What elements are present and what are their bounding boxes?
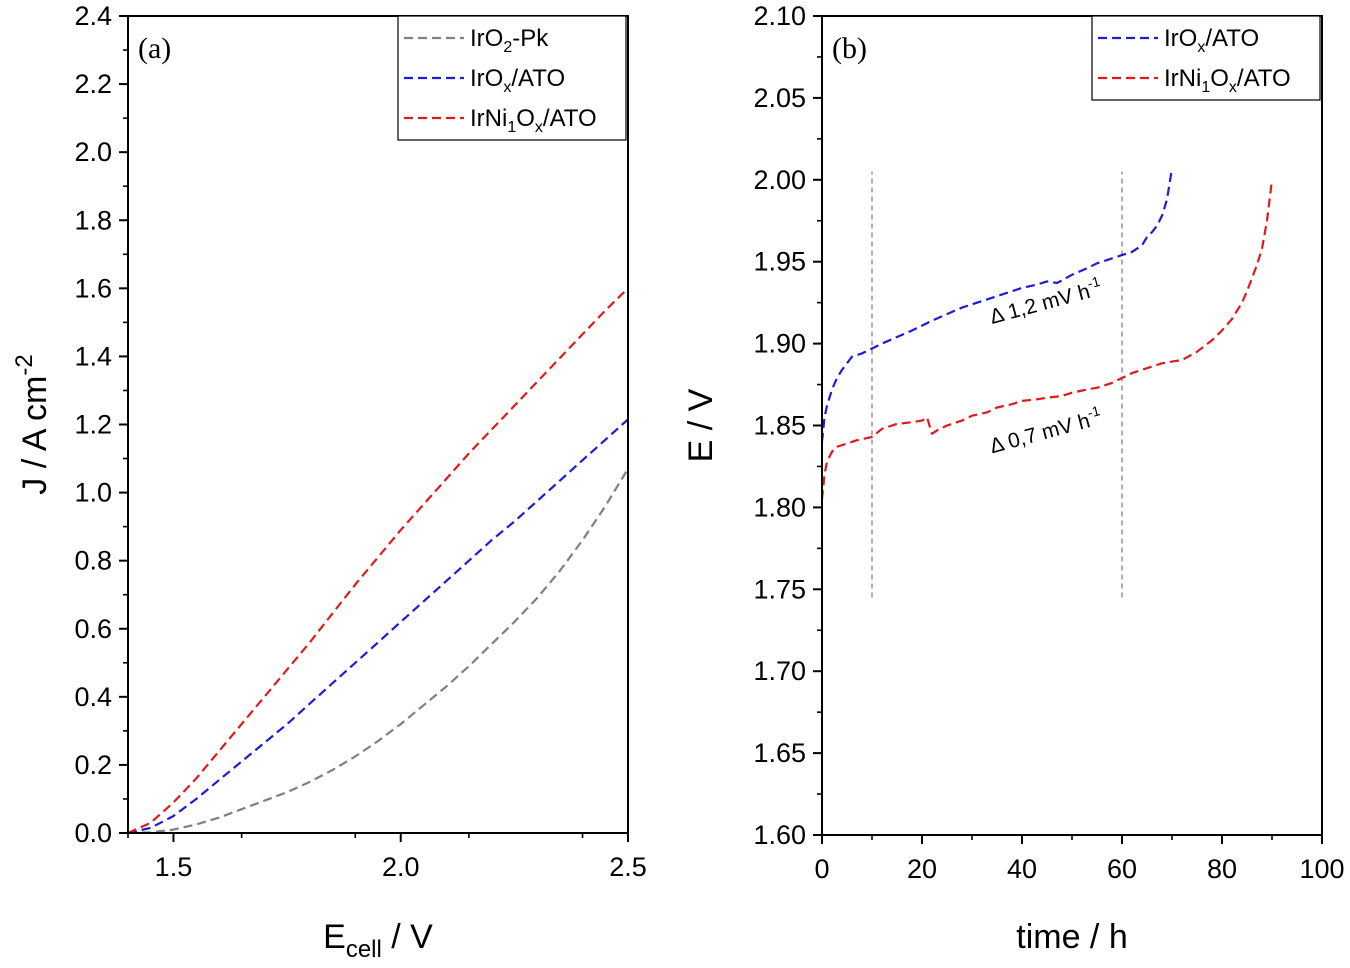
y-tick-label-b-10: 2.10 bbox=[753, 1, 806, 31]
annotation-b-1: Δ 0,7 mV h-1 bbox=[986, 402, 1104, 458]
y-tick-label-b-5: 1.85 bbox=[753, 411, 806, 441]
panel-a: 0.0 0.2 0.4 0.6 0.8 1.0 1.2 1.4 1.6 1.8 2.0 2.2 2.4 1… bbox=[11, 1, 647, 963]
y-tick-label-a-9: 1.8 bbox=[74, 205, 112, 235]
series-line-a-2 bbox=[128, 287, 628, 833]
y-tick-label-a-11: 2.2 bbox=[74, 69, 112, 99]
x-tick-label-a-0: 1.5 bbox=[155, 852, 193, 882]
legend-label-a-1: IrOx/ATO bbox=[470, 65, 565, 96]
series-group-a bbox=[128, 287, 628, 833]
y-axis-label-b: E / V bbox=[682, 388, 720, 462]
y-tick-label-a-2: 0.4 bbox=[74, 682, 112, 712]
legend-label-a-0: IrO2-Pk bbox=[470, 25, 549, 56]
y-tick-label-b-3: 1.75 bbox=[753, 574, 806, 604]
panel-label-b: (b) bbox=[832, 32, 867, 65]
y-tick-label-a-12: 2.4 bbox=[74, 1, 112, 31]
y-tick-label-b-6: 1.90 bbox=[753, 329, 806, 359]
panel-label-a: (a) bbox=[138, 32, 171, 65]
legend-box-b bbox=[1091, 15, 1321, 101]
legend-label-b-1: IrNi1Ox/ATO bbox=[1164, 65, 1291, 96]
legend-label-b-0: IrOx/ATO bbox=[1164, 25, 1259, 56]
series-line-a-1 bbox=[128, 418, 628, 833]
x-tick-label-b-3: 60 bbox=[1107, 854, 1137, 884]
x-tick-label-b-1: 20 bbox=[907, 854, 937, 884]
y-tick-label-b-9: 2.05 bbox=[753, 83, 806, 113]
series-line-b-0 bbox=[822, 168, 1174, 443]
x-axis-label-a: Ecell / V bbox=[323, 918, 433, 963]
y-tick-label-a-7: 1.4 bbox=[74, 341, 112, 371]
y-tick-label-a-10: 2.0 bbox=[74, 137, 112, 167]
series-group-b bbox=[822, 168, 1274, 500]
x-tick-label-a-1: 2.0 bbox=[382, 852, 420, 882]
x-axis-label-b: time / h bbox=[1016, 918, 1127, 956]
y-tick-label-b-7: 1.95 bbox=[753, 247, 806, 277]
y-axis-label-a: J / A cm-2 bbox=[11, 354, 54, 494]
y-tick-label-a-0: 0.0 bbox=[74, 818, 112, 848]
x-tick-label-a-2: 2.5 bbox=[609, 852, 647, 882]
x-tick-label-b-4: 80 bbox=[1207, 854, 1237, 884]
y-tick-label-a-6: 1.2 bbox=[74, 410, 112, 440]
y-tick-label-a-3: 0.6 bbox=[74, 614, 112, 644]
x-tick-label-b-2: 40 bbox=[1007, 854, 1037, 884]
series-line-b-1 bbox=[822, 179, 1274, 500]
panel-b: 1.60 1.65 1.70 1.75 1.80 1.85 1.90 1.95 2.00 2.05… bbox=[682, 1, 1345, 956]
x-tick-label-b-5: 100 bbox=[1299, 854, 1344, 884]
y-tick-label-a-8: 1.6 bbox=[74, 273, 112, 303]
legend-box-a bbox=[397, 15, 627, 141]
y-tick-label-b-2: 1.70 bbox=[753, 656, 806, 686]
y-tick-label-b-8: 2.00 bbox=[753, 165, 806, 195]
x-tick-label-b-0: 0 bbox=[814, 854, 829, 884]
y-tick-label-b-1: 1.65 bbox=[753, 738, 806, 768]
y-tick-label-b-0: 1.60 bbox=[753, 820, 806, 850]
y-tick-label-b-4: 1.80 bbox=[753, 492, 806, 522]
y-tick-label-a-4: 0.8 bbox=[74, 546, 112, 576]
y-tick-label-a-5: 1.0 bbox=[74, 478, 112, 508]
series-line-a-0 bbox=[128, 468, 628, 833]
y-tick-label-a-1: 0.2 bbox=[74, 750, 112, 780]
legend-label-a-2: IrNi1Ox/ATO bbox=[470, 105, 597, 136]
